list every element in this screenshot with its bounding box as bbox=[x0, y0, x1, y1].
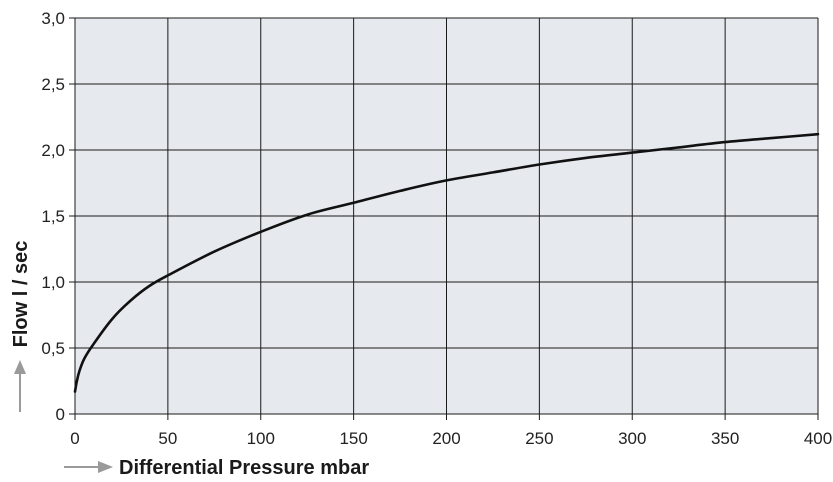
series-layer bbox=[73, 132, 820, 393]
y-tick-label: 0,5 bbox=[41, 339, 65, 358]
x-axis-arrow-icon bbox=[64, 461, 113, 473]
x-tick-label: 400 bbox=[804, 429, 832, 448]
x-axis-title: Differential Pressure mbar bbox=[119, 457, 369, 479]
x-tick-label: 50 bbox=[158, 429, 177, 448]
y-tick-label: 0 bbox=[56, 405, 65, 424]
x-tick-label: 200 bbox=[432, 429, 460, 448]
y-axis-title: Flow l / sec bbox=[10, 241, 32, 348]
x-tick-label: 100 bbox=[247, 429, 275, 448]
y-tick-label: 1,5 bbox=[41, 207, 65, 226]
y-axis-arrow-icon bbox=[14, 360, 26, 412]
y-tick-label: 2,0 bbox=[41, 141, 65, 160]
x-tick-label: 350 bbox=[711, 429, 739, 448]
x-tick-label: 0 bbox=[70, 429, 79, 448]
y-tick-label: 3,0 bbox=[41, 9, 65, 28]
x-tick-label: 300 bbox=[618, 429, 646, 448]
grid-lines bbox=[69, 17, 819, 420]
y-tick-label: 1,0 bbox=[41, 273, 65, 292]
tick-labels: 0 50 100 150 200 250 300 350 400 0 0,5 1,0 1,5 2,0 2,5… bbox=[41, 9, 832, 448]
y-tick-label: 2,5 bbox=[41, 75, 65, 94]
x-tick-label: 150 bbox=[339, 429, 367, 448]
x-tick-label: 250 bbox=[525, 429, 553, 448]
flow-curve-line bbox=[73, 132, 820, 393]
